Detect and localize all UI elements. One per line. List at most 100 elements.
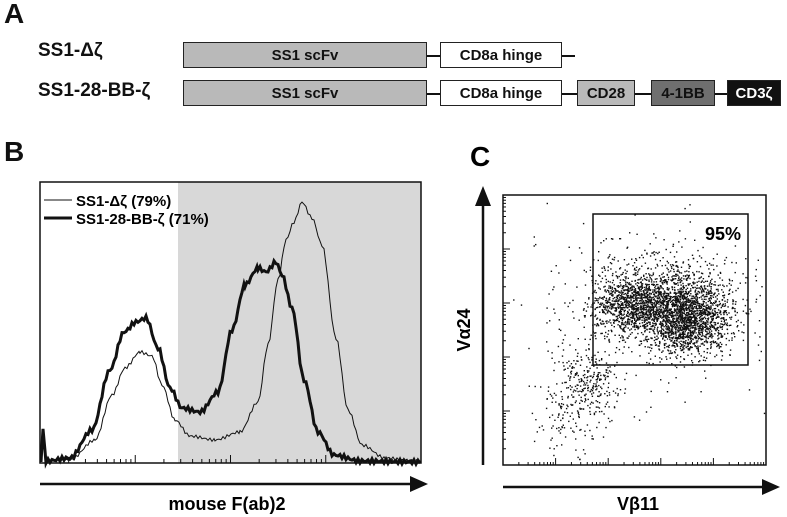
event-dot [659,341,661,343]
event-dot [674,295,676,298]
event-dot [689,319,691,321]
event-dot [689,204,691,206]
event-dot [676,312,678,314]
event-dot [667,304,669,307]
event-dot [663,329,665,332]
event-dot [683,305,685,308]
event-dot [665,324,667,327]
event-dot [694,322,696,324]
event-dot [630,306,632,308]
event-dot [701,318,703,320]
event-dot [655,296,657,298]
event-dot [635,315,638,318]
event-dot [595,358,597,360]
event-dot [652,272,655,274]
event-dot [609,293,612,295]
event-dot [683,294,685,296]
event-dot [663,315,665,317]
event-dot [649,289,651,291]
event-dot [616,290,618,292]
event-dot [698,361,700,363]
event-dot [649,295,651,297]
event-dot [674,327,676,329]
event-dot [611,330,613,332]
event-dot [672,337,674,340]
event-dot [699,315,702,318]
event-dot [689,334,691,337]
event-dot [675,327,678,329]
event-dot [640,283,643,285]
event-dot [652,362,654,365]
event-dot [655,291,658,294]
event-dot [647,290,649,292]
event-dot [641,295,643,297]
event-dot [659,312,661,314]
event-dot [714,324,716,326]
event-dot [682,287,685,289]
event-dot [642,308,645,310]
event-dot [644,316,646,318]
event-dot [732,303,734,305]
event-dot [668,313,670,315]
event-dot [676,339,678,341]
event-dot [746,299,748,301]
event-dot [718,345,720,347]
event-dot [661,302,663,304]
event-dot [709,313,711,316]
event-dot [587,306,589,308]
event-dot [596,377,599,380]
event-dot [581,391,583,393]
event-dot [710,343,713,345]
event-dot [581,388,584,391]
event-dot [636,314,638,316]
event-dot [660,335,662,337]
event-dot [702,328,704,330]
event-dot [613,373,616,376]
event-dot [691,332,693,334]
event-dot [667,333,670,335]
event-dot [685,307,687,309]
event-dot [709,272,711,274]
event-dot [608,370,611,372]
event-dot [716,314,719,316]
event-dot [655,291,657,294]
event-dot [679,319,682,321]
event-dot [656,311,658,313]
event-dot [671,337,674,339]
event-dot [689,305,692,307]
event-dot [653,306,655,308]
x-axis-arrow-head-c [762,479,780,495]
event-dot [690,333,692,335]
event-dot [568,420,570,423]
event-dot [657,326,659,329]
event-dot [698,313,701,315]
event-dot [643,324,645,326]
event-dot [584,394,586,397]
event-dot [750,310,752,313]
event-dot [692,257,695,260]
event-dot [635,302,637,304]
event-dot [724,310,726,312]
event-dot [599,306,601,308]
event-dot [668,271,670,273]
event-dot [678,327,680,330]
event-dot [709,273,711,275]
event-dot [641,322,644,324]
event-dot [677,337,680,340]
event-dot [671,327,674,329]
event-dot [586,424,589,426]
event-dot [628,315,630,318]
event-dot [689,313,691,316]
event-dot [667,319,670,321]
event-dot [558,414,560,416]
event-dot [678,270,680,273]
event-dot [678,330,680,332]
event-dot [705,308,707,310]
event-dot [564,302,566,304]
event-dot [631,351,633,353]
event-dot [640,276,642,279]
event-dot [710,302,712,304]
event-dot [627,295,629,297]
event-dot [608,255,610,258]
event-dot [665,296,668,299]
